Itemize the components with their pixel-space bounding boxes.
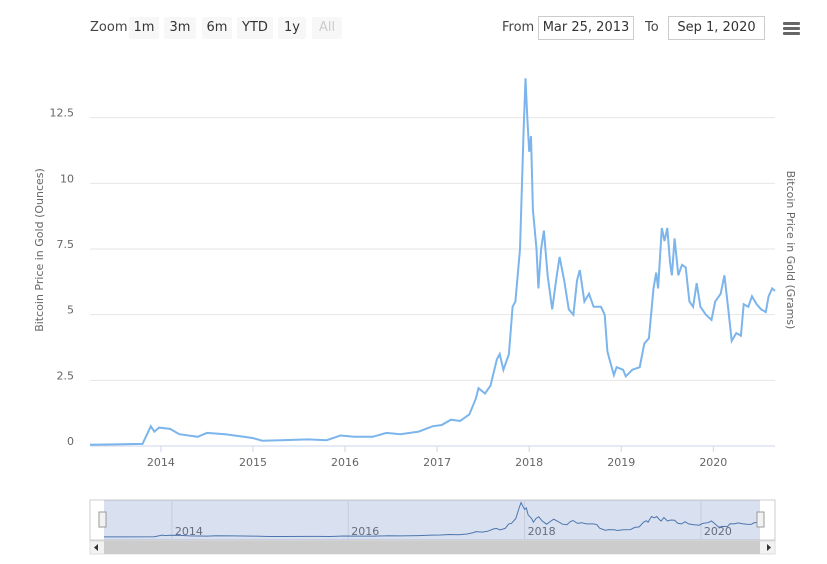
scroll-left-arrow[interactable] bbox=[94, 544, 98, 551]
x-tick-label: 2017 bbox=[423, 456, 451, 469]
navigator-tick-label: 2014 bbox=[175, 525, 203, 538]
price-line bbox=[89, 78, 776, 446]
navigator-mask[interactable] bbox=[104, 500, 760, 540]
navigator-tick-label: 2020 bbox=[704, 525, 732, 538]
scrollbar-thumb[interactable] bbox=[104, 541, 760, 554]
y-tick-label: 12.5 bbox=[50, 107, 75, 120]
x-tick-label: 2019 bbox=[607, 456, 635, 469]
navigator-frame bbox=[89, 499, 776, 541]
zoom-button[interactable]: 6m bbox=[202, 17, 232, 39]
zoom-button[interactable]: 1m bbox=[129, 17, 159, 39]
y-axis-title: Bitcoin Price in Gold (Ounces) bbox=[33, 168, 46, 332]
x-tick-label: 2018 bbox=[515, 456, 543, 469]
y-tick-label: 0 bbox=[67, 435, 74, 448]
y-tick-label: 2.5 bbox=[57, 369, 75, 382]
x-tick-label: 2020 bbox=[699, 456, 727, 469]
navigator-tick-label: 2016 bbox=[351, 525, 379, 538]
scroll-right-arrow[interactable] bbox=[767, 544, 771, 551]
from-input[interactable]: Mar 25, 2013 bbox=[538, 16, 634, 40]
x-tick-label: 2015 bbox=[239, 456, 267, 469]
to-label: To bbox=[645, 20, 659, 35]
y-tick-label: 10 bbox=[60, 172, 74, 185]
toolbar: Zoom 1m 3m 6m YTD 1y All From Mar 25, 2013 To… bbox=[0, 0, 827, 50]
x-tick-label: 2016 bbox=[331, 456, 359, 469]
from-label: From bbox=[502, 20, 535, 35]
menu-button[interactable] bbox=[783, 22, 800, 36]
zoom-button[interactable]: All bbox=[312, 17, 342, 39]
zoom-button[interactable]: YTD bbox=[237, 17, 273, 39]
navigator-line bbox=[104, 501, 761, 538]
x-tick-label: 2014 bbox=[147, 456, 175, 469]
y2-axis-title: Bitcoin Price in Gold (Grams) bbox=[784, 171, 797, 330]
y-tick-label: 5 bbox=[67, 304, 74, 317]
to-input[interactable]: Sep 1, 2020 bbox=[668, 16, 765, 40]
y-tick-label: 7.5 bbox=[57, 238, 75, 251]
zoom-label: Zoom bbox=[90, 20, 128, 35]
navigator-handle[interactable] bbox=[756, 511, 765, 528]
navigator-handle[interactable] bbox=[98, 511, 107, 528]
zoom-button[interactable]: 1y bbox=[278, 17, 306, 39]
zoom-button[interactable]: 3m bbox=[164, 17, 196, 39]
navigator-tick-label: 2018 bbox=[528, 525, 556, 538]
